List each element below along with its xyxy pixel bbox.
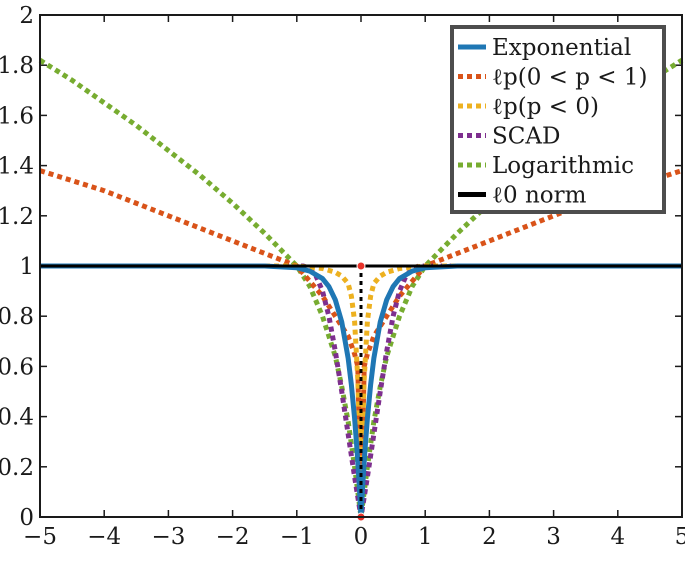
series-line-2 <box>40 263 682 520</box>
point-marker-0 <box>356 261 366 271</box>
y-tick-label: 1 <box>19 254 34 280</box>
y-axis-ticks: 0 0.2 0.4 0.6 0.8 1 1.2 1.4 1.6 1.8 2 <box>0 3 682 531</box>
legend-box <box>450 25 666 214</box>
x-tick-label: 4 <box>610 524 625 550</box>
x-tick-label: 1 <box>418 524 433 550</box>
y-tick-label: 0.6 <box>0 354 34 380</box>
legend-label-3: SCAD <box>492 124 560 150</box>
y-tick-label: 0 <box>19 505 34 531</box>
x-tick-label: −5 <box>23 524 57 550</box>
y-tick-label: 1.2 <box>0 204 34 230</box>
x-tick-label: 0 <box>354 524 369 550</box>
legend: Exponential ℓp(0 < p < 1) ℓp(p < 0) SCAD Log… <box>450 25 666 214</box>
legend-label-1: ℓp(0 < p < 1) <box>492 65 647 91</box>
x-tick-label: −4 <box>87 524 121 550</box>
legend-label-4: Logarithmic <box>492 153 634 179</box>
y-tick-label: 2 <box>19 3 34 29</box>
x-tick-label: −2 <box>216 524 250 550</box>
y-tick-label: 0.8 <box>0 304 34 330</box>
x-tick-label: −3 <box>151 524 185 550</box>
x-tick-label: −1 <box>280 524 314 550</box>
plot-frame <box>39 14 683 518</box>
x-tick-label: 5 <box>675 524 685 550</box>
y-tick-label: 1.6 <box>0 103 34 129</box>
x-tick-label: 3 <box>546 524 561 550</box>
x-tick-label: 2 <box>482 524 497 550</box>
y-tick-label: 0.4 <box>0 405 34 431</box>
legend-label-5: ℓ0 norm <box>492 183 587 209</box>
legend-label-0: Exponential <box>492 35 631 61</box>
x-axis-ticks: −5 −4 −3 −2 −1 0 1 2 3 4 5 <box>23 15 685 550</box>
y-tick-label: 1.4 <box>0 154 34 180</box>
y-tick-label: 0.2 <box>0 455 34 481</box>
legend-label-2: ℓp(p < 0) <box>492 94 599 120</box>
y-tick-label: 1.8 <box>0 53 34 79</box>
